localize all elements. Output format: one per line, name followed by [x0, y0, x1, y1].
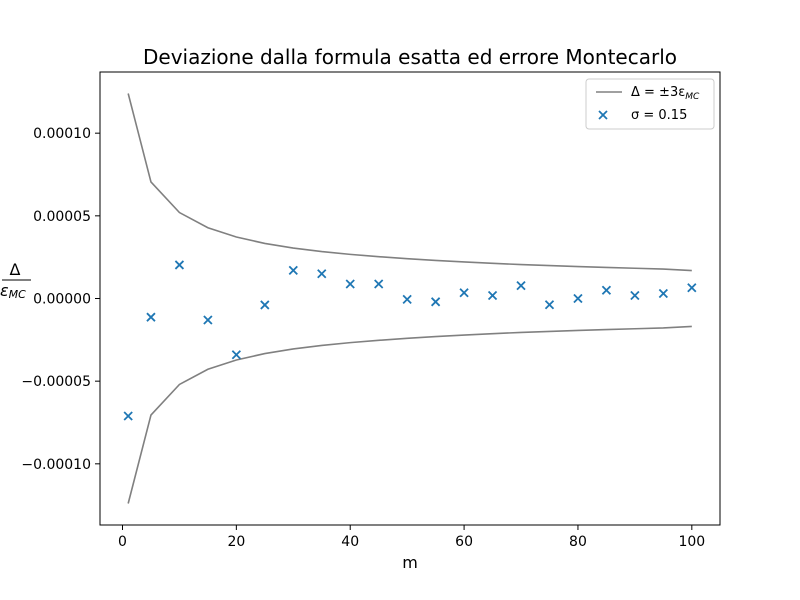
- legend-entry-sigma: σ = 0.15: [631, 108, 687, 123]
- x-tick-label: 80: [569, 534, 587, 550]
- x-tick-label: 0: [118, 534, 127, 550]
- scatter-point: [630, 290, 640, 301]
- legend: Δ = ±3εMC σ = 0.15: [585, 78, 715, 130]
- scatter-point: [544, 300, 555, 310]
- scatter-point: [687, 283, 697, 293]
- legend-x-marker: [598, 110, 608, 120]
- x-axis-label: m: [402, 553, 418, 572]
- plot-series: [123, 93, 697, 504]
- scatter-point: [123, 411, 133, 421]
- x-tick-label: 60: [455, 534, 473, 550]
- scatter-point: [345, 279, 355, 289]
- scatter-point: [658, 288, 668, 299]
- y-axis-label: Δ εMC: [0, 260, 31, 301]
- x-tick-label: 100: [678, 534, 705, 550]
- x-tick-label: 40: [341, 534, 359, 550]
- scatter-point: [601, 285, 612, 295]
- scatter-point: [402, 294, 412, 304]
- chart-title: Deviazione dalla formula esatta ed error…: [143, 45, 677, 69]
- y-tick-label: 0.00000: [33, 292, 91, 308]
- y-tick-label: 0.00005: [33, 209, 91, 225]
- y-tick-label: 0.00010: [33, 126, 91, 142]
- scatter-point: [231, 350, 241, 360]
- scatter-point: [430, 297, 441, 307]
- scatter-point: [374, 279, 384, 289]
- x-tick-label: 20: [227, 534, 245, 550]
- scatter-point: [203, 315, 213, 325]
- y-tick-label: −0.00005: [21, 374, 91, 390]
- bound-line-lower: [127, 325, 692, 504]
- y-axis-label-numerator: Δ: [10, 260, 21, 279]
- y-axis-ticks: −0.00010 −0.00005 0.00000 0.00005 0.00010: [21, 126, 100, 473]
- scatter-point: [573, 293, 583, 304]
- x-axis-ticks: 0 20 40 60 80 100: [118, 525, 705, 550]
- y-axis-label-denominator: εMC: [0, 281, 26, 301]
- scatter-point: [487, 290, 498, 301]
- scatter-point: [317, 269, 327, 279]
- legend-entry-bounds: Δ = ±3εMC: [631, 85, 700, 102]
- scatter-point: [288, 265, 298, 276]
- bound-line-upper: [127, 93, 692, 272]
- scatter-point: [459, 288, 469, 298]
- scatter-point: [146, 312, 156, 322]
- y-tick-label: −0.00010: [21, 457, 91, 473]
- scatter-point: [260, 300, 270, 310]
- scatter-point: [516, 280, 526, 291]
- scatter-point: [174, 260, 185, 270]
